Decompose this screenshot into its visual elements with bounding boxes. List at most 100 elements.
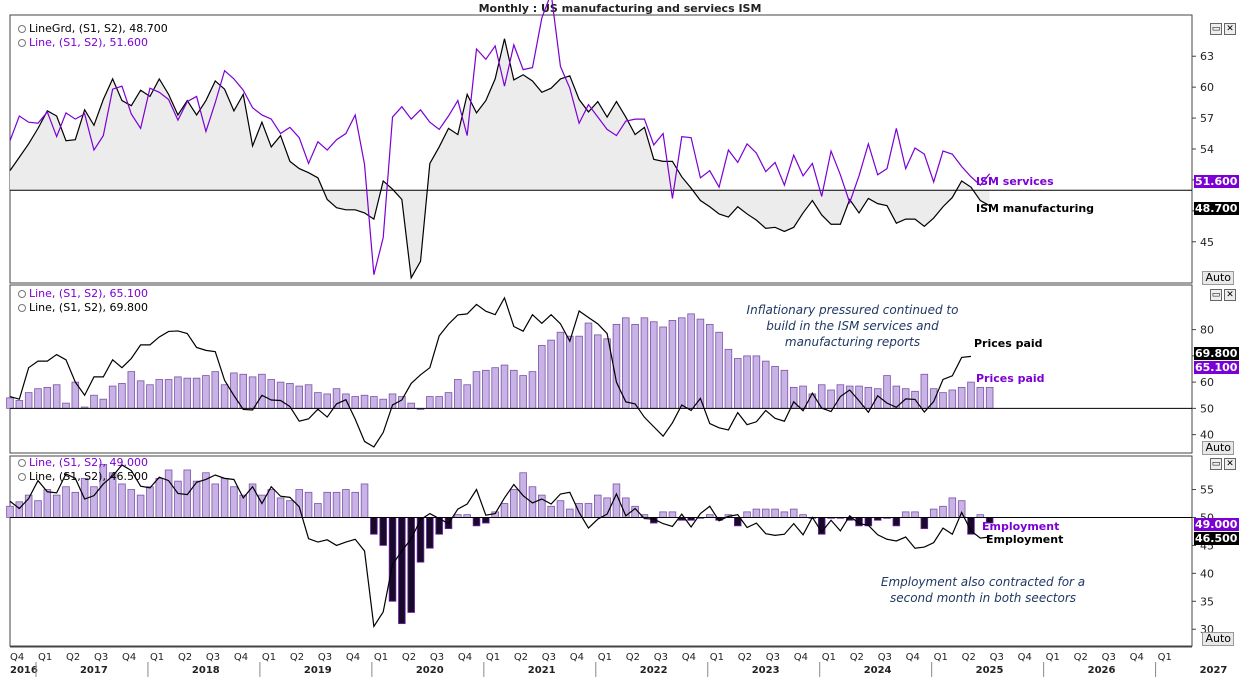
bar (314, 503, 322, 518)
bar (780, 511, 789, 518)
value-tag-prices-svc: 65.100 (1194, 361, 1239, 374)
bar (230, 486, 238, 518)
x-tick-label: Q1 (822, 652, 836, 663)
y-tick-label: 40 (1200, 567, 1214, 580)
x-year-label: 2019 (304, 665, 332, 676)
bar (398, 517, 406, 625)
bar (864, 386, 873, 409)
x-tick-label: Q2 (626, 652, 640, 663)
annotation-prices: Inflationary pressured continued to buil… (746, 303, 959, 349)
legend-text: Line, (S1, S2), 46.500 (29, 470, 148, 483)
ism-services-line (9, 0, 991, 275)
restore-button[interactable]: ▭ (1210, 289, 1222, 301)
bar (659, 511, 667, 518)
bar (118, 383, 126, 409)
bar (500, 364, 509, 409)
y-tick-label: 80 (1200, 324, 1214, 337)
bar (696, 318, 705, 409)
x-tick-label: Q3 (318, 652, 332, 663)
y-tick-label: 60 (1200, 81, 1214, 94)
x-tick-label: Q3 (766, 652, 780, 663)
bar (332, 491, 341, 518)
close-button[interactable]: ✕ (1224, 23, 1236, 35)
bar (472, 371, 481, 409)
bar (510, 489, 518, 518)
legend-panel-3: Line, (S1, S2), 49.000 Line, (S1, S2), 4… (18, 456, 148, 484)
x-tick-label: Q3 (654, 652, 668, 663)
legend-marker-icon (18, 304, 26, 312)
chart-title: Monthly : US manufacturing and serviecs … (478, 2, 762, 15)
auto-scale-button[interactable]: Auto (1202, 632, 1234, 646)
x-tick-label: Q2 (66, 652, 80, 663)
legend-marker-icon (18, 25, 26, 33)
bar (146, 384, 154, 409)
series-line (9, 464, 990, 629)
x-tick-label: Q4 (906, 652, 920, 663)
bar (426, 517, 434, 549)
bar (771, 508, 779, 518)
ism-manufacturing-line (9, 38, 990, 280)
x-tick-label: Q1 (374, 652, 388, 663)
y-tick-label: 50 (1200, 402, 1214, 415)
bar (789, 386, 798, 409)
legend-item: Line, (S1, S2), 49.000 (18, 456, 148, 470)
x-tick-label: Q3 (878, 652, 892, 663)
bar (118, 483, 126, 518)
x-tick-label: Q3 (430, 652, 444, 663)
bar (594, 334, 602, 409)
bar (528, 371, 537, 409)
bar (827, 389, 835, 409)
close-button[interactable]: ✕ (1224, 458, 1236, 470)
bar (155, 477, 164, 518)
legend-item: LineGrd, (S1, S2), 48.700 (18, 22, 168, 36)
x-tick-label: Q3 (1102, 652, 1116, 663)
bar (267, 379, 275, 409)
x-tick-label: Q4 (570, 652, 584, 663)
bar (323, 393, 331, 409)
bar (948, 497, 957, 518)
bar (192, 480, 201, 518)
bar (388, 517, 397, 602)
bar (220, 384, 229, 409)
bar (911, 511, 919, 518)
bar (183, 377, 192, 409)
bar (566, 508, 574, 518)
bar (538, 344, 546, 409)
bar (174, 376, 182, 409)
auto-scale-button[interactable]: Auto (1202, 271, 1234, 285)
legend-marker-icon (18, 473, 26, 481)
bar (295, 385, 303, 409)
value-tag-employment-mfg: 46.500 (1194, 532, 1239, 545)
x-tick-label: Q4 (794, 652, 808, 663)
bar (752, 508, 761, 518)
x-tick-label: Q3 (206, 652, 220, 663)
bar (901, 511, 910, 518)
close-button[interactable]: ✕ (1224, 289, 1236, 301)
x-tick-label: Q1 (262, 652, 276, 663)
bar (164, 469, 173, 518)
bar (192, 377, 201, 409)
bar (304, 491, 313, 518)
bar (687, 313, 695, 409)
restore-button[interactable]: ▭ (1210, 458, 1222, 470)
bar (174, 480, 182, 518)
bar (733, 358, 742, 409)
series-label-services: ISM services (976, 175, 1054, 188)
bar (659, 326, 667, 409)
auto-scale-button[interactable]: Auto (1202, 441, 1234, 455)
bar (211, 371, 220, 409)
y-tick-label: 40 (1200, 429, 1214, 442)
restore-button[interactable]: ▭ (1210, 23, 1222, 35)
series-label-employment-mfg: Employment (986, 533, 1064, 546)
bar (370, 517, 378, 535)
y-tick-label: 57 (1200, 112, 1214, 125)
x-year-label: 2018 (192, 665, 220, 676)
bar (519, 375, 527, 409)
bar (211, 483, 220, 518)
bar (127, 371, 136, 409)
x-tick-label: Q1 (934, 652, 948, 663)
bar (276, 381, 285, 409)
legend-panel-1: LineGrd, (S1, S2), 48.700 Line, (S1, S2)… (18, 22, 168, 50)
bar (743, 511, 751, 518)
